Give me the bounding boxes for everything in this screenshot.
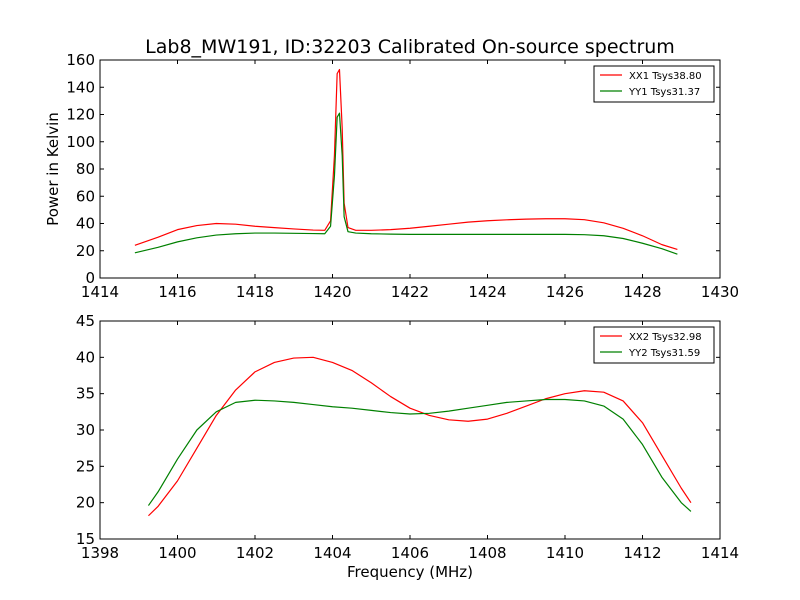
y-tick-label: 40 [76,348,95,366]
x-tick-label: 1406 [391,544,429,562]
y-tick-label: 20 [76,494,95,512]
series-group [147,356,692,517]
y-tick-label: 140 [66,78,95,96]
legend-label-2: YY1 Tsys31.37 [628,87,700,98]
y-tick-label: 80 [76,160,95,178]
series-line-2 [147,398,692,512]
y-axis-title: Power in Kelvin [44,112,62,226]
top-panel: 1414 1416 1418 1420 1422 1424 1426 1428 1430 0 20 4… [44,51,739,301]
y-tick-label: 25 [76,457,95,475]
y-tick-label: 160 [66,51,95,69]
legend-label-2: YY2 Tsys31.59 [628,348,700,359]
x-tick-label: 1398 [81,544,119,562]
y-tick-label: 60 [76,187,95,205]
series-group [134,68,678,255]
x-tick-label: 1402 [236,544,274,562]
legend: XX1 Tsys38.80 YY1 Tsys31.37 [593,65,715,103]
x-tick-label: 1414 [701,544,739,562]
y-tick-label: 30 [76,421,95,439]
series-line-2 [134,112,678,255]
y-tick-label: 120 [66,106,95,124]
y-tick-label: 100 [66,133,95,151]
x-tick-label: 1410 [546,544,584,562]
x-tick-label: 1418 [236,283,274,301]
legend-box [593,65,715,103]
legend: XX2 Tsys32.98 YY2 Tsys31.59 [593,326,715,364]
x-tick-label: 1426 [546,283,584,301]
x-tick-label: 1400 [158,544,196,562]
figure-title: Lab8_MW191, ID:32203 Calibrated On-sourc… [145,36,675,58]
x-tick-label: 1414 [81,283,119,301]
x-tick-label: 1430 [701,283,739,301]
x-tick-label: 1416 [158,283,196,301]
legend-label-1: XX1 Tsys38.80 [629,71,702,82]
x-tick-label: 1408 [468,544,506,562]
bottom-panel: 1398 1400 1402 1404 1406 1408 1410 1412 1414 15 20… [76,312,739,562]
y-tick-label: 35 [76,385,95,403]
y-tick-label: 15 [76,530,95,548]
series-line-1 [148,356,692,517]
x-tick-label: 1420 [313,283,351,301]
x-tick-label: 1404 [313,544,351,562]
y-tick-label: 0 [85,269,95,287]
y-tick-label: 45 [76,312,95,330]
legend-label-1: XX2 Tsys32.98 [629,332,702,343]
x-tick-label: 1424 [468,283,506,301]
x-tick-label: 1428 [623,283,661,301]
x-tick-label: 1412 [623,544,661,562]
y-tick-label: 40 [76,215,95,233]
legend-box [593,326,715,364]
y-tick-label: 20 [76,242,95,260]
x-tick-label: 1422 [391,283,429,301]
x-axis-title: Frequency (MHz) [347,563,473,581]
series-line-1 [134,68,678,250]
